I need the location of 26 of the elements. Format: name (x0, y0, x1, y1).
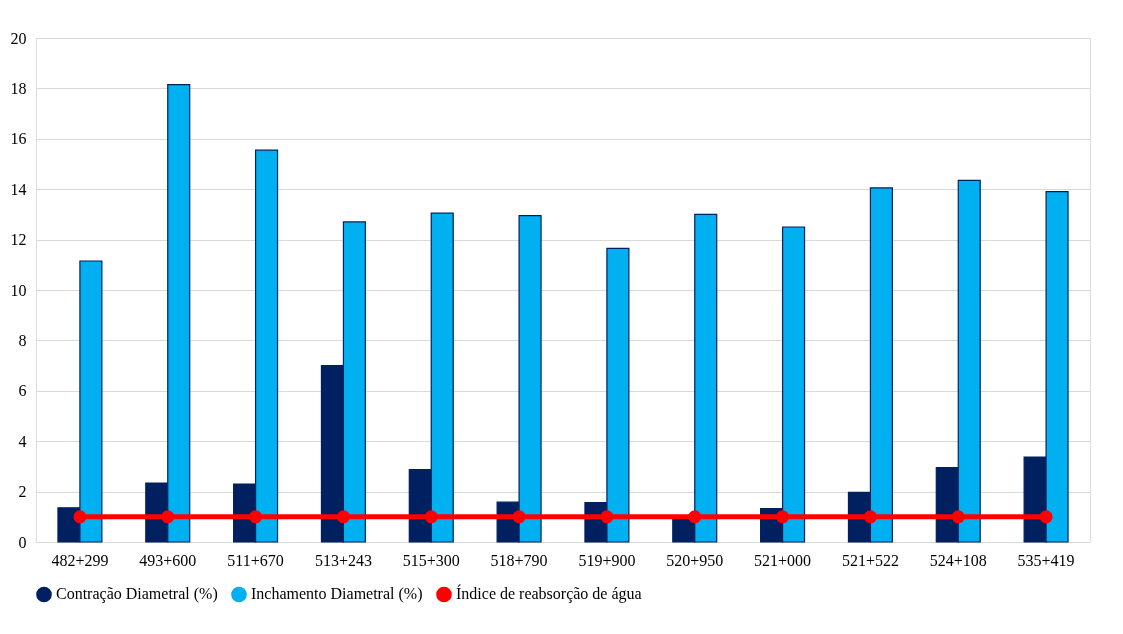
x-tick-label: 519+900 (578, 551, 636, 569)
legend-label: Índice de reabsorção de água (456, 584, 642, 604)
x-tick-label: 520+950 (666, 551, 724, 569)
legend-label: Contração Diametral (%) (56, 585, 218, 604)
y-tick-label: 4 (18, 432, 27, 450)
x-tick-label: 493+600 (139, 551, 197, 569)
y-tick-label: 12 (10, 231, 27, 249)
y-tick-label: 8 (18, 331, 27, 349)
y-tick-label: 18 (10, 79, 27, 97)
y-tick-label: 20 (10, 29, 27, 47)
y-tick-label: 10 (10, 281, 27, 299)
x-tick-label: 482+299 (51, 551, 109, 569)
y-tick-label: 2 (18, 483, 27, 501)
x-tick-label: 518+790 (490, 551, 548, 569)
x-tick-label: 524+108 (929, 551, 987, 569)
y-tick-label: 0 (18, 533, 27, 551)
x-tick-label: 521+522 (841, 551, 899, 569)
x-tick-label: 511+670 (227, 551, 284, 569)
y-tick-label: 16 (10, 130, 27, 148)
y-tick-label: 6 (18, 382, 27, 400)
x-tick-label: 535+419 (1017, 551, 1075, 569)
x-tick-label: 515+300 (402, 551, 460, 569)
x-tick-label: 521+000 (754, 551, 812, 569)
x-tick-label: 513+243 (314, 551, 372, 569)
y-tick-label: 14 (10, 180, 27, 198)
legend-label: Inchamento Diametral (%) (251, 585, 423, 604)
